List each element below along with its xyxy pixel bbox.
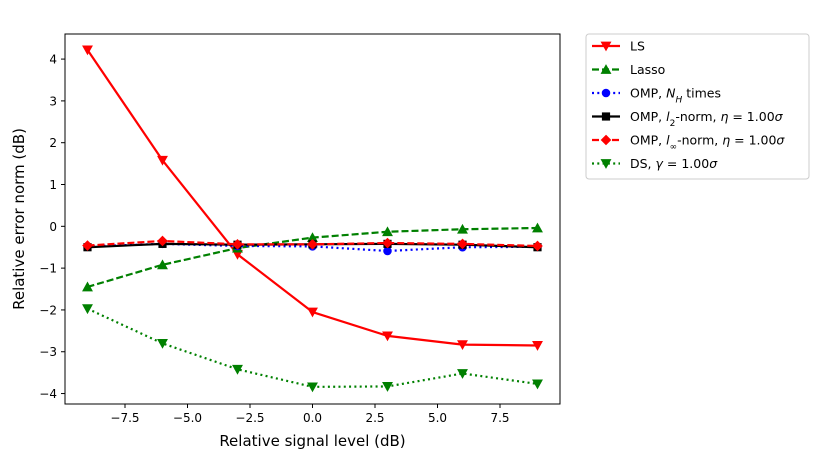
- x-tick-label: 0.0: [303, 411, 322, 425]
- data-point: [532, 240, 543, 252]
- data-point: [601, 112, 611, 121]
- y-tick-label: 4: [49, 53, 57, 67]
- legend-entry: Lasso: [592, 62, 665, 77]
- data-point: [600, 41, 612, 52]
- legend-label-part: LS: [630, 39, 645, 54]
- data-point: [82, 281, 93, 292]
- x-tick-label: 7.5: [490, 411, 509, 425]
- series-4: [82, 235, 543, 252]
- data-point: [82, 45, 93, 56]
- x-tick-label: −2.5: [235, 411, 264, 425]
- data-point: [532, 379, 543, 390]
- data-point: [457, 223, 468, 234]
- legend-label-part: σ: [776, 133, 785, 148]
- y-tick-label: 0: [49, 220, 57, 234]
- legend-box: [585, 33, 810, 180]
- legend-label-part: l: [666, 133, 670, 148]
- legend-label-part: times: [682, 86, 721, 101]
- data-point: [382, 226, 393, 237]
- y-axis: −4 −3 −2 −1 0 1 2 3 4: [39, 53, 65, 401]
- series-0: [82, 45, 543, 351]
- legend-label-part: N: [666, 86, 676, 101]
- data-point: [457, 369, 468, 379]
- y-tick-label: −4: [39, 387, 57, 401]
- data-point: [307, 307, 318, 318]
- legend-label-part: = 1.00: [663, 156, 709, 171]
- x-tick-label: 5.0: [428, 411, 447, 425]
- legend-label-part: H: [675, 96, 682, 106]
- legend-label-part: OMP,: [630, 133, 666, 148]
- x-tick-label: −5.0: [173, 411, 202, 425]
- data-point: [600, 159, 612, 169]
- y-tick-label: 1: [49, 178, 57, 192]
- legend-label-part: Lasso: [630, 62, 665, 77]
- plot-area: [82, 45, 543, 393]
- axes-frame: [64, 33, 561, 405]
- legend-label-part: -norm,: [675, 109, 720, 124]
- legend-label-part: -norm,: [677, 133, 722, 148]
- series-line: [86, 49, 538, 347]
- data-point: [232, 364, 243, 375]
- data-point: [382, 331, 393, 342]
- data-point: [601, 88, 611, 98]
- y-tick-label: −1: [39, 262, 57, 276]
- legend-label: Lasso: [630, 62, 665, 77]
- legend-entry: DS, γ = 1.00σ: [592, 156, 718, 171]
- data-point: [457, 238, 468, 250]
- legend-label: DS, γ = 1.00σ: [630, 156, 718, 171]
- legend-label-part: DS,: [630, 156, 656, 171]
- legend-label: OMP, NH times: [630, 86, 721, 106]
- data-point: [157, 235, 168, 247]
- data-point: [600, 64, 612, 74]
- legend-label-part: σ: [775, 109, 784, 124]
- data-point: [307, 238, 318, 250]
- data-point: [532, 341, 543, 351]
- data-point: [307, 382, 318, 393]
- y-tick-label: 3: [49, 94, 57, 108]
- y-tick-label: −2: [39, 303, 57, 317]
- data-point: [82, 240, 93, 251]
- data-point: [382, 237, 393, 249]
- x-tick-label: 2.5: [365, 411, 384, 425]
- data-point: [382, 382, 393, 392]
- legend-label: LS: [630, 39, 645, 54]
- legend-entry: OMP, l∞-norm, η = 1.00σ: [592, 133, 785, 153]
- legend-entry: OMP, l2-norm, η = 1.00σ: [592, 109, 784, 129]
- x-axis-label: Relative signal level (dB): [219, 432, 405, 450]
- data-point: [157, 259, 168, 270]
- data-point: [82, 304, 93, 315]
- legend-label-part: η: [720, 109, 728, 124]
- legend-label-part: = 1.00: [730, 133, 776, 148]
- series-line: [87, 307, 538, 388]
- legend-label: OMP, l2-norm, η = 1.00σ: [630, 109, 784, 129]
- legend-label-part: OMP,: [630, 86, 666, 101]
- legend-label-part: η: [722, 133, 730, 148]
- series-5: [82, 304, 543, 393]
- y-tick-label: −3: [39, 345, 57, 359]
- legend-label-part: l: [666, 109, 670, 124]
- x-axis: −7.5 −5.0 −2.5 0.0 2.5 5.0 7.5: [110, 404, 510, 425]
- y-tick-label: 2: [49, 136, 57, 150]
- legend-label-part: OMP,: [630, 109, 666, 124]
- legend-label: OMP, l∞-norm, η = 1.00σ: [630, 133, 785, 153]
- series-1: [82, 222, 543, 292]
- legend-label-part: 2: [670, 119, 676, 129]
- legend-label-part: = 1.00: [728, 109, 774, 124]
- data-point: [600, 134, 612, 146]
- legend-label-part: ∞: [670, 143, 678, 153]
- legend-label-part: σ: [709, 156, 718, 171]
- data-point: [232, 238, 243, 250]
- x-tick-label: −7.5: [110, 411, 139, 425]
- legend-label-part: γ: [656, 156, 664, 171]
- data-point: [532, 222, 543, 233]
- legend-entry: LS: [592, 39, 645, 54]
- legend-entry: OMP, NH times: [592, 86, 721, 106]
- y-axis-label: Relative error norm (dB): [10, 128, 28, 310]
- data-point: [157, 338, 168, 349]
- data-point: [157, 155, 168, 166]
- data-point: [457, 340, 468, 351]
